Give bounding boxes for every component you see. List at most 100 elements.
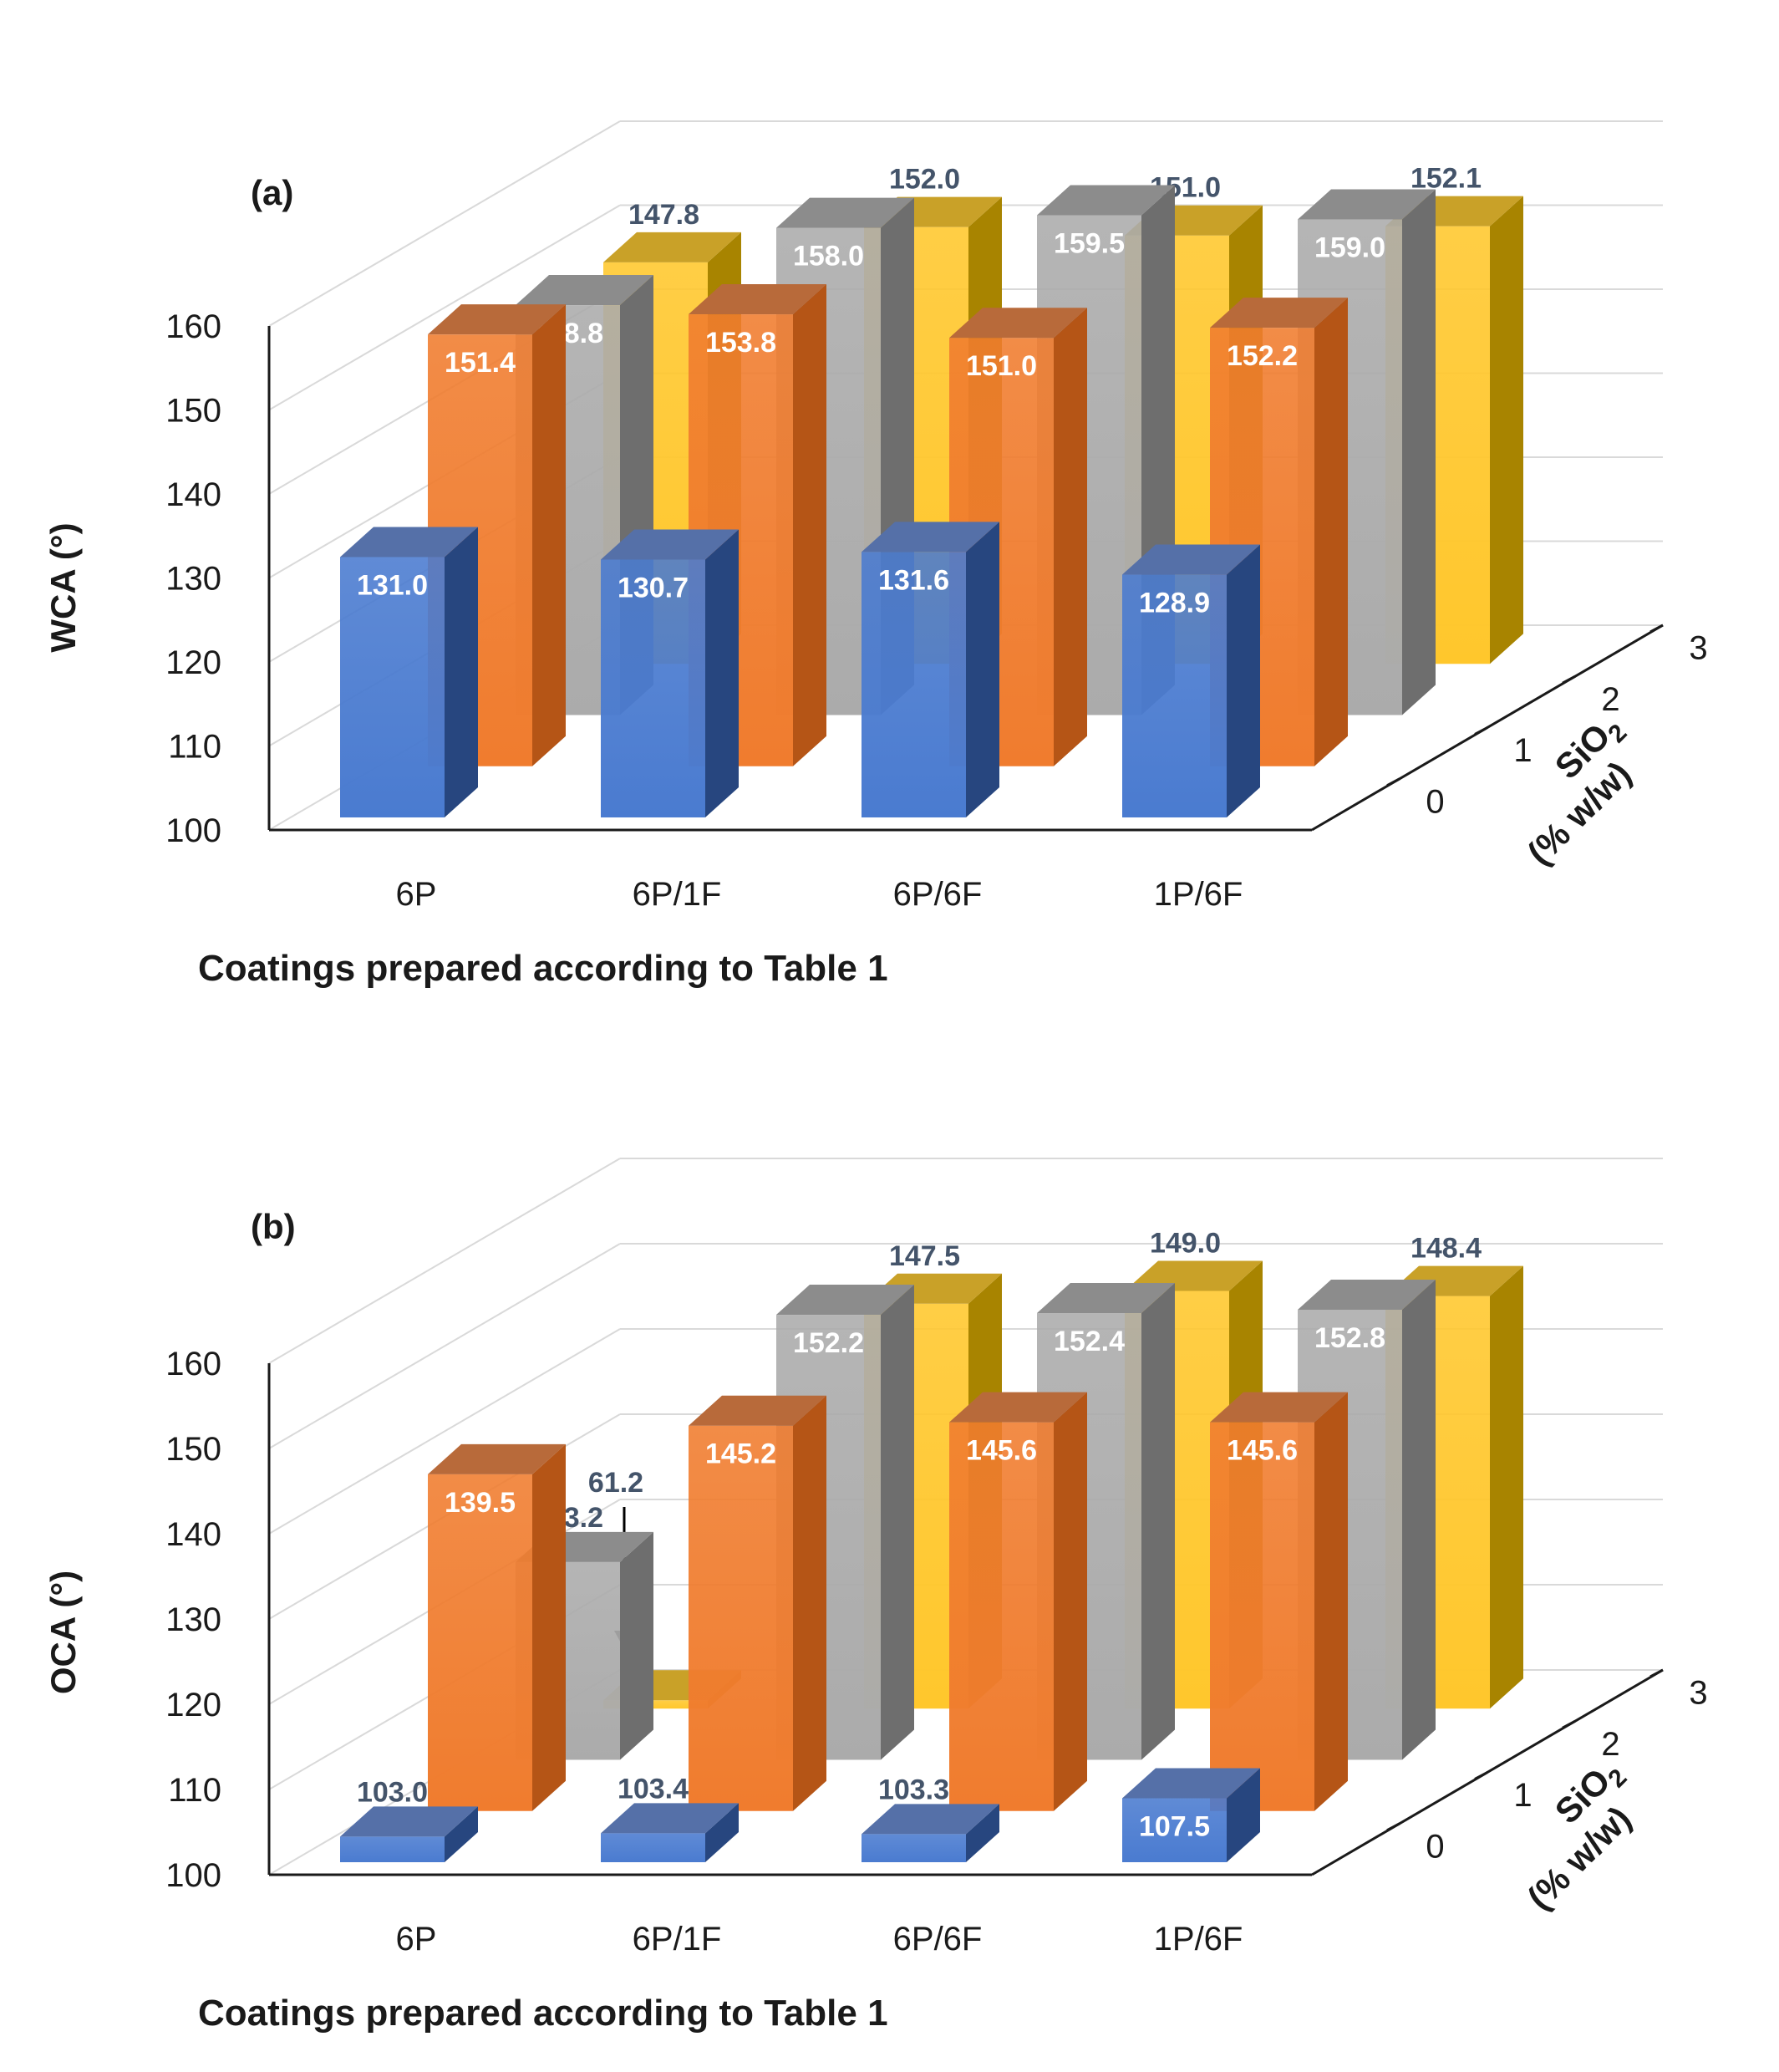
data-label: 152.8	[1314, 1322, 1385, 1354]
data-label: 145.6	[1227, 1435, 1298, 1467]
depth-tick-label: 3	[1689, 1675, 1707, 1712]
bar-s0-6P: 131.0	[340, 527, 478, 817]
gridline-side	[268, 1328, 621, 1535]
y-tick-label: 140	[165, 476, 221, 513]
bar-s0-6P-6F: 131.6	[862, 522, 999, 817]
data-label: 103.0	[357, 1776, 428, 1808]
y-tick-label: 110	[168, 729, 221, 766]
data-label: 147.8	[628, 199, 699, 231]
bar-side	[1314, 298, 1348, 766]
bar-front	[1122, 574, 1227, 817]
data-label: 148.4	[1410, 1233, 1482, 1265]
bar-top	[1210, 1392, 1348, 1423]
x-axis-title: Coatings prepared according to Table 1	[198, 948, 888, 989]
bar-side	[881, 1285, 914, 1760]
data-label: 61.2	[588, 1467, 643, 1499]
data-label: 151.4	[445, 347, 516, 379]
y-tick-label: 130	[165, 1601, 221, 1638]
panel-label: (a)	[251, 173, 293, 212]
axes	[267, 326, 1664, 832]
x-tick-label: 6P/1F	[633, 1921, 722, 1957]
x-tick-label: 1P/6F	[1154, 876, 1243, 913]
bar-top	[601, 529, 739, 560]
bar-top	[340, 1806, 478, 1837]
bar-top	[689, 284, 826, 315]
x-tick-label: 6P	[396, 1921, 437, 1957]
y-tick-label: 110	[168, 1772, 221, 1809]
depth-tick	[1649, 624, 1664, 634]
bar-s0-6P: 103.0	[340, 1776, 478, 1862]
bar-top	[862, 522, 999, 552]
x-tick-label: 1P/6F	[1154, 1921, 1243, 1957]
data-label: 103.4	[618, 1773, 689, 1805]
y-tick-label: 160	[165, 1346, 221, 1382]
data-label: 152.0	[889, 164, 960, 196]
depth-tick	[1562, 1719, 1576, 1729]
bar-front	[601, 1833, 705, 1862]
bar-front	[862, 552, 966, 817]
data-label: 152.4	[1054, 1326, 1125, 1357]
bar-side	[445, 527, 478, 817]
y-tick-label: 120	[165, 644, 221, 681]
bar-side	[1227, 1768, 1260, 1862]
bar-front	[603, 1700, 708, 1709]
data-label: 131.6	[878, 564, 949, 596]
bar-top	[862, 1804, 999, 1835]
bar-front	[428, 1474, 532, 1811]
data-label: 145.2	[705, 1438, 776, 1470]
gridline-side	[268, 1243, 621, 1449]
bar-s1-6P: 151.4	[428, 304, 566, 766]
bar-side	[966, 1804, 999, 1862]
bar-top	[1298, 1279, 1436, 1310]
bar-front	[601, 559, 705, 817]
depth-tick	[1386, 777, 1400, 787]
y-tick-label: 150	[165, 1431, 221, 1468]
bar-top	[1122, 1768, 1260, 1799]
bar-s0-6P-1F: 103.4	[601, 1773, 739, 1862]
bar-side	[1141, 1283, 1175, 1760]
bar-front	[949, 1422, 1054, 1811]
depth-tick-label: 0	[1426, 783, 1444, 820]
bar-front	[1210, 1422, 1314, 1811]
bar-side	[445, 1806, 478, 1862]
bar-top	[1037, 1283, 1175, 1314]
bar-top	[776, 197, 914, 228]
data-label: 131.0	[357, 569, 428, 601]
data-label: 107.5	[1139, 1811, 1210, 1843]
depth-tick-label: 3	[1689, 630, 1707, 667]
bar-top	[516, 275, 653, 306]
y-tick-label: 140	[165, 1516, 221, 1553]
panel-label: (b)	[251, 1207, 296, 1246]
bar-top	[428, 304, 566, 335]
bar-side	[1054, 1392, 1087, 1811]
bar-top	[689, 1395, 826, 1426]
data-label: 128.9	[1139, 588, 1210, 619]
bar-side	[705, 1803, 739, 1862]
bar-top	[949, 308, 1087, 339]
bar-front	[1122, 1798, 1227, 1862]
data-label: 149.0	[1150, 1227, 1221, 1259]
data-label: 151.0	[966, 350, 1037, 382]
y-tick-label: 100	[165, 812, 221, 849]
bar-front	[689, 1425, 793, 1811]
depth-tick-label: 0	[1426, 1828, 1444, 1865]
data-label: 152.2	[793, 1327, 864, 1359]
bar-side	[620, 1531, 653, 1760]
bar-s1-6P-6F: 145.6	[949, 1392, 1087, 1811]
bar-front	[340, 557, 445, 817]
data-label: 159.0	[1314, 232, 1385, 264]
bar-s1-6P: 139.5	[428, 1443, 566, 1811]
bar-side	[1314, 1392, 1348, 1811]
depth-tick	[1649, 1668, 1664, 1678]
bar-top	[428, 1443, 566, 1474]
bar-s1-6P-1F: 145.2	[689, 1395, 826, 1811]
y-tick-label: 160	[165, 308, 221, 345]
bar-side	[1402, 189, 1436, 715]
bar-side	[532, 1443, 566, 1811]
depth-tick-label: 1	[1513, 1777, 1532, 1814]
x-tick-label: 6P	[396, 876, 437, 913]
data-label: 152.1	[1410, 163, 1482, 195]
depth-tick	[1386, 1822, 1400, 1832]
